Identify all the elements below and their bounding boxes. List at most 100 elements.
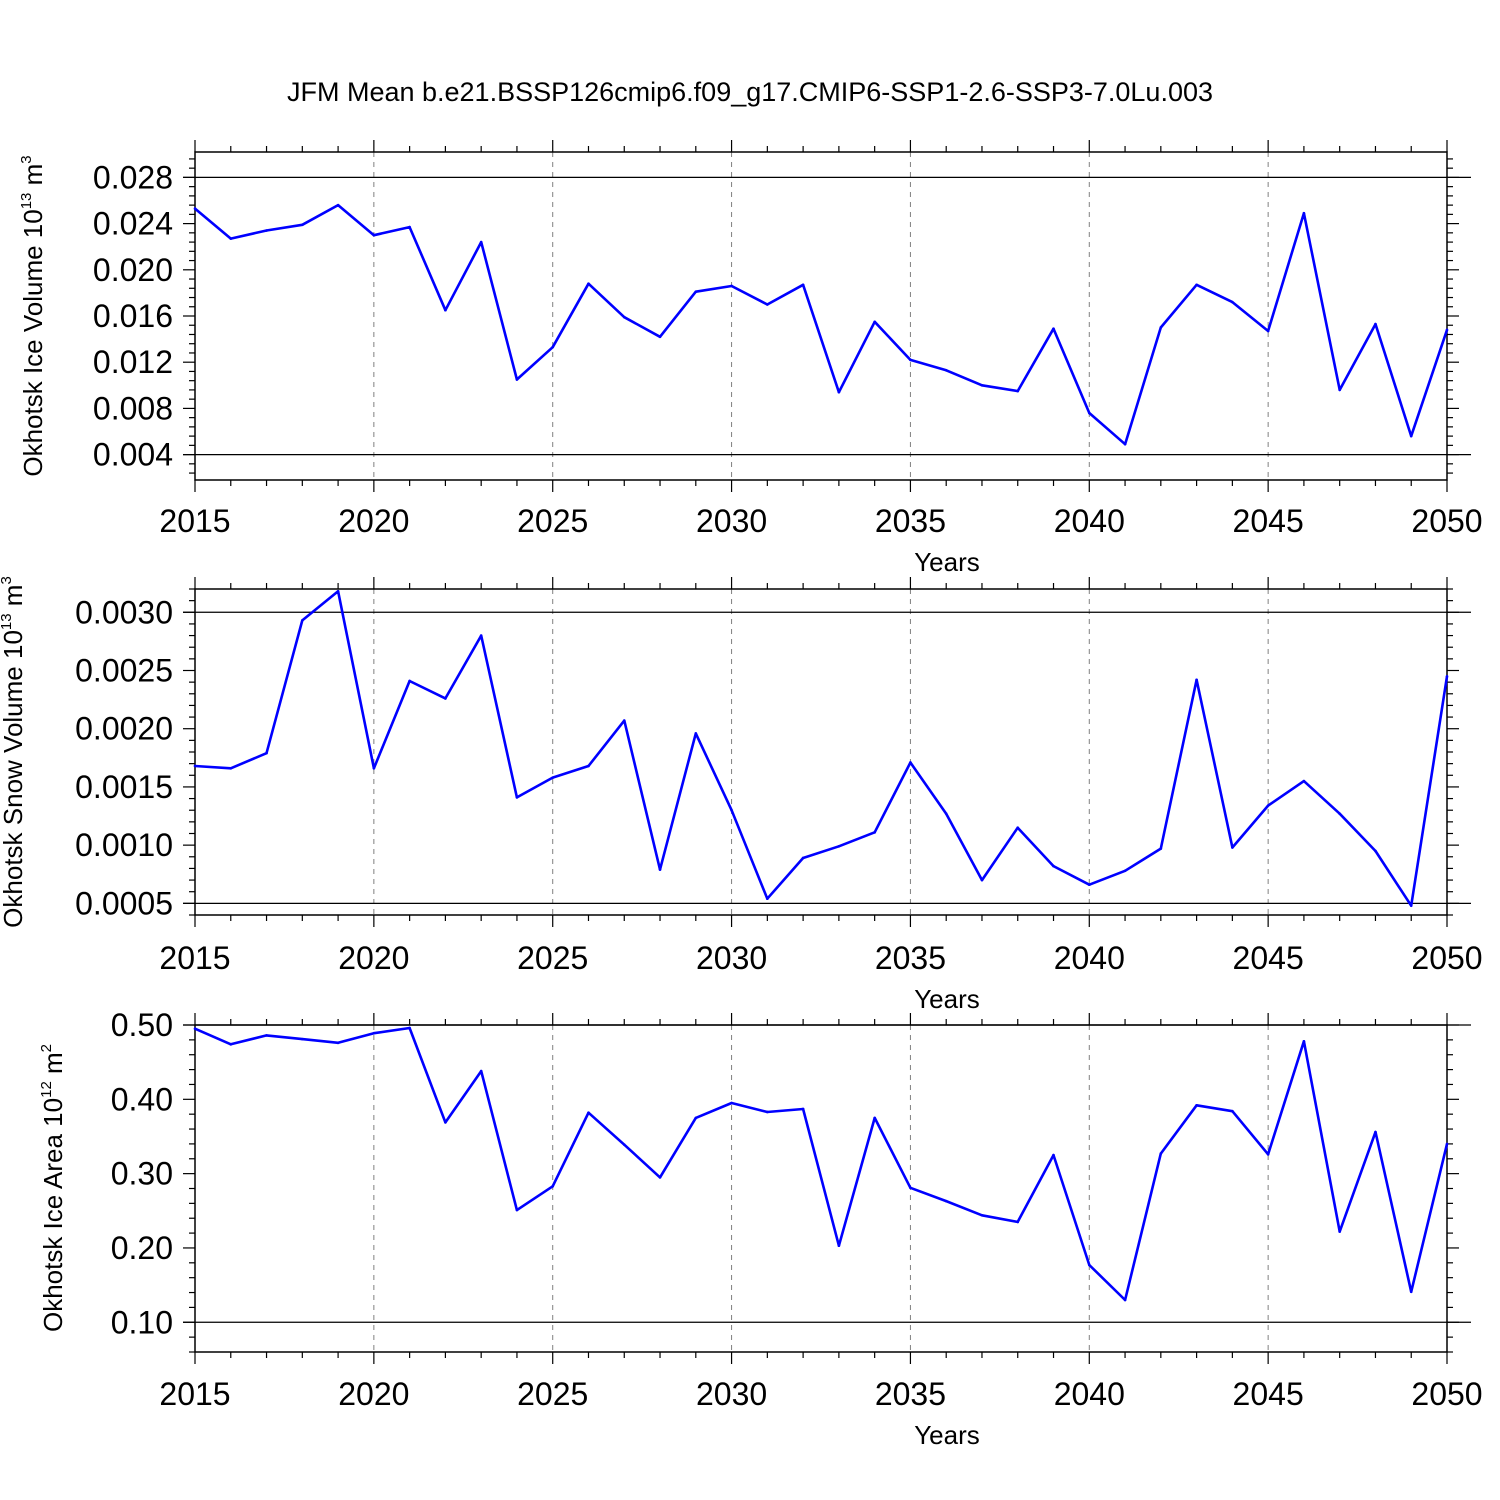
data-point-2018 bbox=[301, 1037, 304, 1041]
data-point-2026 bbox=[587, 1111, 590, 1114]
series-line bbox=[194, 203, 1449, 446]
data-point-2023 bbox=[479, 634, 483, 637]
data-point-2048 bbox=[1374, 1130, 1377, 1134]
data-point-2035 bbox=[909, 761, 912, 764]
panel-ice-volume: 2015 2020 2025 2030 2035 2040 2045 2050 0.004 0.0… bbox=[18, 140, 1483, 577]
y-tick-label: 0.0005 bbox=[75, 885, 173, 921]
x-axis-label: Years bbox=[914, 547, 980, 577]
data-point-2040 bbox=[1087, 411, 1091, 415]
data-point-2037 bbox=[980, 383, 984, 387]
x-tick-label-2035: 2035 bbox=[875, 503, 946, 539]
y-tick-label: 0.0025 bbox=[75, 653, 173, 689]
data-point-2036 bbox=[944, 1199, 948, 1203]
data-point-2029 bbox=[694, 290, 698, 294]
data-point-2019 bbox=[336, 590, 340, 593]
y-tick-label: 0.50 bbox=[111, 1007, 173, 1043]
y-tick-label: 0.008 bbox=[93, 390, 173, 426]
data-point-2018 bbox=[301, 223, 304, 227]
data-point-2049 bbox=[1409, 904, 1413, 907]
y-axis-label-text: Okhotsk Ice Area 10 bbox=[38, 1098, 68, 1332]
data-point-2025 bbox=[551, 345, 555, 349]
y-tick-label: 0.0015 bbox=[75, 769, 173, 805]
y-tick-label: 0.024 bbox=[93, 206, 173, 242]
y-axis-label-exponent: 13 bbox=[0, 613, 15, 630]
panel-ice-area: 2015 2020 2025 2030 2035 2040 2045 2050 0.10 0.20… bbox=[38, 1007, 1483, 1450]
data-point-2046 bbox=[1302, 1040, 1306, 1043]
data-point-2036 bbox=[944, 812, 948, 816]
y-tick-label: 0.028 bbox=[93, 159, 173, 195]
y-axis-label-unit-exponent: 3 bbox=[0, 576, 15, 584]
y-axis-label-text: Okhotsk Snow Volume 10 bbox=[0, 630, 28, 928]
data-point-2041 bbox=[1123, 442, 1127, 446]
data-point-2015 bbox=[193, 207, 197, 210]
data-point-2030 bbox=[730, 808, 733, 812]
data-point-2044 bbox=[1231, 1109, 1234, 1113]
y-tick-label: 0.020 bbox=[93, 252, 173, 288]
data-point-2050 bbox=[1445, 328, 1449, 332]
y-tick-label: 0.016 bbox=[93, 298, 173, 334]
x-tick-label-2020: 2020 bbox=[338, 940, 409, 976]
data-point-2048 bbox=[1374, 322, 1377, 326]
x-axis-label: Years bbox=[914, 1420, 980, 1450]
data-point-2017 bbox=[265, 751, 268, 755]
x-tick-label-2045: 2045 bbox=[1233, 503, 1304, 539]
x-tick-label-2035: 2035 bbox=[875, 1376, 946, 1412]
data-point-2042 bbox=[1159, 1152, 1163, 1155]
data-point-2033 bbox=[837, 1244, 841, 1248]
x-tick-label-2015: 2015 bbox=[159, 1376, 230, 1412]
x-tick-label-2015: 2015 bbox=[159, 503, 230, 539]
data-point-2015 bbox=[193, 1027, 197, 1031]
x-tick-label-2030: 2030 bbox=[696, 940, 767, 976]
data-point-2029 bbox=[694, 732, 698, 735]
data-point-2050 bbox=[1445, 1142, 1449, 1146]
data-point-2045 bbox=[1266, 1153, 1270, 1156]
data-point-2049 bbox=[1409, 1290, 1413, 1294]
data-point-2039 bbox=[1052, 1153, 1055, 1157]
data-point-2034 bbox=[873, 1116, 876, 1120]
x-tick-label-2020: 2020 bbox=[338, 503, 409, 539]
x-tick-label-2045: 2045 bbox=[1233, 1376, 1304, 1412]
y-axis-label-unit: m bbox=[0, 585, 28, 614]
y-axis-label-exponent: 12 bbox=[38, 1081, 55, 1098]
data-point-2034 bbox=[873, 831, 876, 834]
y-axis-label-exponent: 13 bbox=[18, 193, 35, 210]
data-point-2032 bbox=[801, 1107, 805, 1111]
series-line bbox=[194, 589, 1449, 908]
data-point-2027 bbox=[622, 315, 626, 319]
x-tick-label-2040: 2040 bbox=[1054, 940, 1125, 976]
data-point-2038 bbox=[1016, 826, 1020, 829]
y-tick-label: 0.40 bbox=[111, 1081, 173, 1117]
data-point-2026 bbox=[587, 764, 590, 768]
data-point-2034 bbox=[873, 320, 876, 324]
data-point-2022 bbox=[444, 697, 447, 700]
y-tick-label: 0.004 bbox=[93, 437, 173, 473]
data-point-2049 bbox=[1409, 434, 1413, 438]
data-point-2045 bbox=[1266, 329, 1270, 333]
x-tick-label-2025: 2025 bbox=[517, 503, 588, 539]
data-point-2046 bbox=[1302, 211, 1306, 215]
data-point-2026 bbox=[587, 282, 590, 285]
data-point-2048 bbox=[1374, 849, 1377, 853]
data-point-2025 bbox=[551, 776, 555, 779]
data-point-2016 bbox=[229, 1043, 233, 1046]
data-point-2020 bbox=[372, 233, 376, 237]
x-tick-label-2040: 2040 bbox=[1054, 1376, 1125, 1412]
y-axis-label-unit-exponent: 2 bbox=[38, 1044, 55, 1052]
data-point-2036 bbox=[944, 368, 948, 372]
y-tick-label: 0.20 bbox=[111, 1230, 173, 1266]
data-point-2029 bbox=[694, 1116, 698, 1120]
data-point-2024 bbox=[515, 1208, 519, 1212]
data-point-2047 bbox=[1338, 388, 1341, 392]
plot-frame bbox=[194, 151, 1448, 481]
data-point-2041 bbox=[1123, 869, 1127, 873]
x-tick-label-2025: 2025 bbox=[517, 1376, 588, 1412]
y-axis-label-unit: m bbox=[18, 164, 48, 193]
data-point-2019 bbox=[336, 1041, 340, 1045]
data-point-2050 bbox=[1445, 675, 1449, 678]
data-point-2044 bbox=[1231, 846, 1234, 849]
data-point-2044 bbox=[1231, 300, 1234, 304]
x-tick-label-2030: 2030 bbox=[696, 503, 767, 539]
y-tick-label: 0.012 bbox=[93, 344, 173, 380]
data-point-2041 bbox=[1123, 1298, 1127, 1302]
